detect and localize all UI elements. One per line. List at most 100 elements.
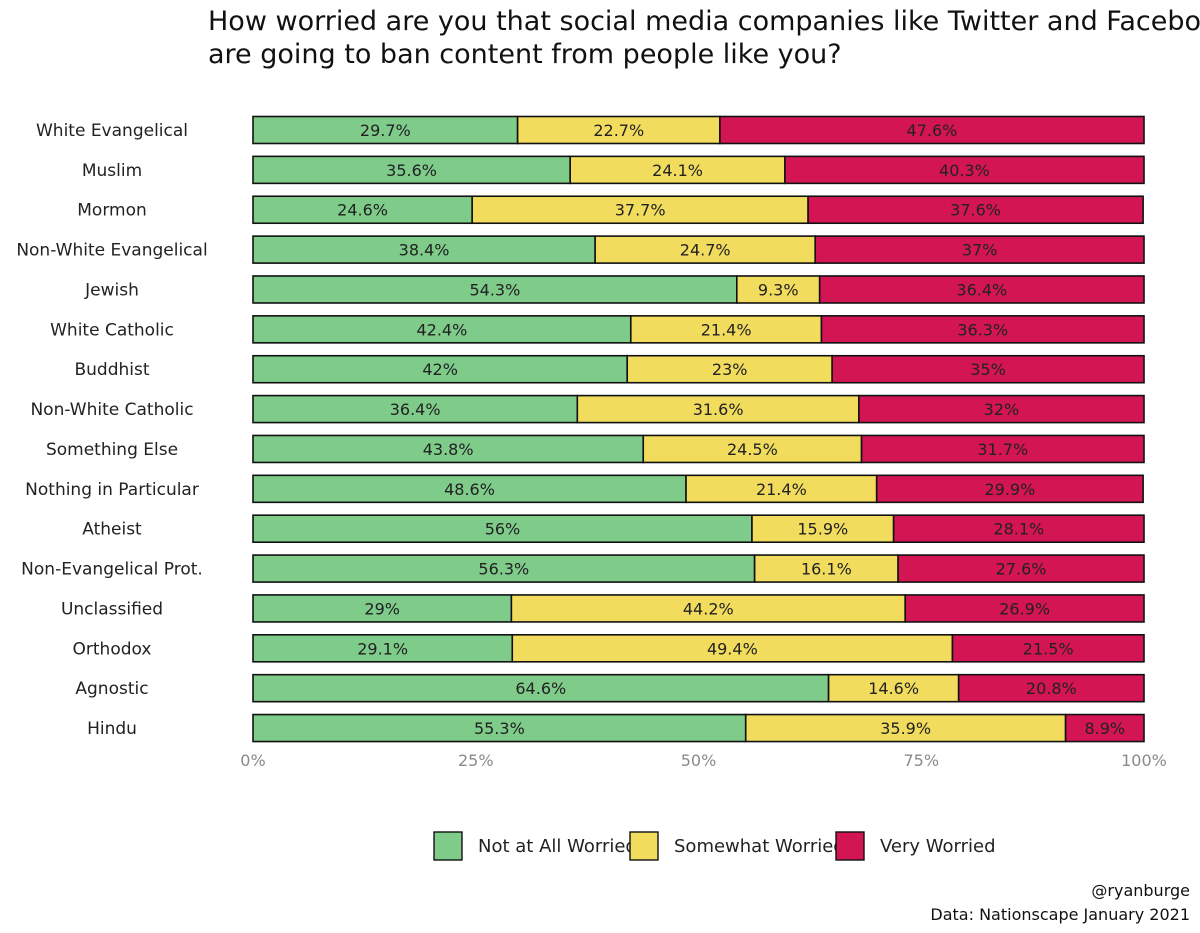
bar-segment (951, 634, 1145, 663)
legend-swatch (433, 831, 463, 861)
bar-row: Non-White Evangelical 38.4% 24.7% 37% (16, 235, 1145, 264)
bar-row: Non-Evangelical Prot. 56.3% 16.1% 27.6% (21, 554, 1145, 583)
bar-segment (576, 394, 860, 424)
data-label: 27.6% (996, 560, 1047, 579)
bar-segment (252, 434, 645, 464)
legend: Not at All Worried Somewhat Worried Very W… (433, 831, 996, 861)
bars: White Evangelical 29.7% 22.7% 47.6% Muslim 35… (16, 115, 1145, 743)
data-label: 36.4% (956, 280, 1007, 299)
data-label: 16.1% (801, 560, 852, 579)
category-label: Agnostic (75, 679, 148, 699)
bar-row: Something Else 43.8% 24.5% 31.7% (46, 434, 1145, 464)
bar-segment (629, 315, 823, 344)
data-label: 22.7% (593, 121, 644, 140)
data-label: 35.6% (386, 161, 437, 180)
bar-segment (858, 394, 1145, 424)
bar-segment (252, 594, 513, 623)
bar-row: Buddhist 42% 23% 35% (74, 354, 1145, 384)
caption: @ryanburge Data: Nationscape January 2021 (930, 881, 1190, 924)
data-label: 20.8% (1026, 679, 1077, 698)
bar-segment (252, 394, 579, 424)
category-label: White Evangelical (36, 121, 188, 141)
bar-row: White Evangelical 29.7% 22.7% 47.6% (36, 115, 1145, 145)
chart-title: How worried are you that social media co… (208, 6, 1200, 70)
bar-segment (957, 673, 1145, 703)
bar-segment (753, 554, 899, 583)
bar-segment (818, 275, 1145, 304)
data-label: 38.4% (399, 241, 450, 260)
bar-segment (784, 155, 1145, 185)
data-label: 37.6% (950, 201, 1001, 220)
caption-line: @ryanburge (1091, 881, 1190, 900)
bar-segment (626, 354, 833, 384)
bar-row: Non-White Catholic 36.4% 31.6% 32% (30, 394, 1145, 424)
bar-segment (736, 275, 821, 304)
data-label: 24.7% (680, 241, 731, 260)
bar-row: Agnostic 64.6% 14.6% 20.8% (75, 673, 1145, 703)
data-label: 48.6% (444, 480, 495, 499)
bar-row: Atheist 56% 15.9% 28.1% (82, 514, 1145, 544)
bar-segment (820, 315, 1145, 344)
category-label: Non-White Evangelical (16, 241, 207, 261)
data-label: 37.7% (615, 201, 666, 220)
x-axis: 0% 25% 50% 75% 100% (240, 751, 1167, 770)
category-label: Non-White Catholic (30, 400, 193, 420)
bar-segment (252, 514, 753, 544)
bar-segment (892, 514, 1145, 544)
legend-label: Not at All Worried (478, 836, 637, 857)
category-label: Atheist (82, 520, 142, 540)
bar-segment (252, 115, 519, 145)
bar-segment (252, 354, 629, 384)
data-label: 24.5% (727, 440, 778, 459)
data-label: 42.4% (416, 320, 467, 339)
bar-segment (860, 434, 1145, 464)
data-label: 31.7% (977, 440, 1028, 459)
data-label: 64.6% (515, 679, 566, 698)
data-label: 29.7% (360, 121, 411, 140)
bar-segment (252, 315, 632, 344)
data-label: 56.3% (478, 560, 529, 579)
category-label: Orthodox (73, 639, 152, 659)
data-label: 37% (962, 241, 998, 260)
data-label: 47.6% (907, 121, 958, 140)
data-label: 29% (364, 599, 400, 618)
category-label: Unclassified (61, 599, 163, 619)
data-label: 29.1% (357, 639, 408, 658)
bar-row: White Catholic 42.4% 21.4% 36.3% (50, 315, 1145, 344)
data-label: 42% (422, 360, 458, 379)
category-label: Buddhist (74, 360, 149, 380)
data-label: 54.3% (469, 280, 520, 299)
bar-segment (807, 195, 1144, 225)
data-label: 24.6% (337, 201, 388, 220)
bar-row: Muslim 35.6% 24.1% 40.3% (82, 155, 1145, 185)
bar-row: Jewish 54.3% 9.3% 36.4% (84, 275, 1145, 304)
category-label: Hindu (87, 719, 137, 739)
chart-title-line: How worried are you that social media co… (208, 6, 1200, 37)
x-tick-label: 100% (1121, 751, 1167, 770)
data-label: 24.1% (652, 161, 703, 180)
data-label: 44.2% (683, 599, 734, 618)
legend-swatch (835, 831, 865, 861)
category-label: Jewish (84, 280, 139, 300)
bar-segment (252, 195, 473, 225)
data-label: 29.9% (984, 480, 1035, 499)
data-label: 8.9% (1084, 719, 1125, 738)
legend-item: Very Worried (835, 831, 996, 861)
bar-segment (1064, 713, 1145, 743)
category-label: Something Else (46, 440, 178, 460)
category-label: Muslim (82, 161, 142, 181)
category-label: White Catholic (50, 320, 174, 340)
bar-segment (252, 474, 687, 504)
data-label: 26.9% (999, 599, 1050, 618)
x-tick-label: 25% (458, 751, 494, 770)
category-label: Mormon (77, 201, 147, 221)
data-label: 43.8% (423, 440, 474, 459)
data-label: 35.9% (880, 719, 931, 738)
category-label: Nothing in Particular (25, 480, 199, 500)
bar-segment (252, 554, 756, 583)
bar-segment (904, 594, 1145, 623)
data-label: 49.4% (707, 639, 758, 658)
legend-label: Somewhat Worried (674, 836, 845, 857)
